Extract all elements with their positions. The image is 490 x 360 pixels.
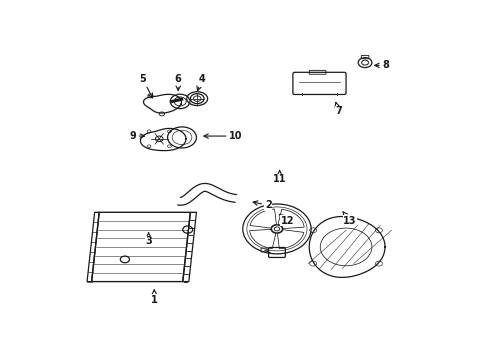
Text: 3: 3 bbox=[145, 233, 152, 246]
Text: 10: 10 bbox=[204, 131, 243, 141]
Text: 1: 1 bbox=[151, 290, 158, 305]
Text: 5: 5 bbox=[140, 74, 152, 98]
Text: 8: 8 bbox=[375, 60, 390, 70]
Text: 11: 11 bbox=[273, 170, 286, 184]
Text: 12: 12 bbox=[279, 215, 294, 226]
Text: 2: 2 bbox=[253, 201, 271, 210]
Text: 7: 7 bbox=[335, 102, 342, 116]
Text: 13: 13 bbox=[343, 212, 357, 226]
Text: 9: 9 bbox=[129, 131, 145, 141]
Text: 4: 4 bbox=[197, 74, 205, 91]
Text: 6: 6 bbox=[175, 74, 182, 90]
